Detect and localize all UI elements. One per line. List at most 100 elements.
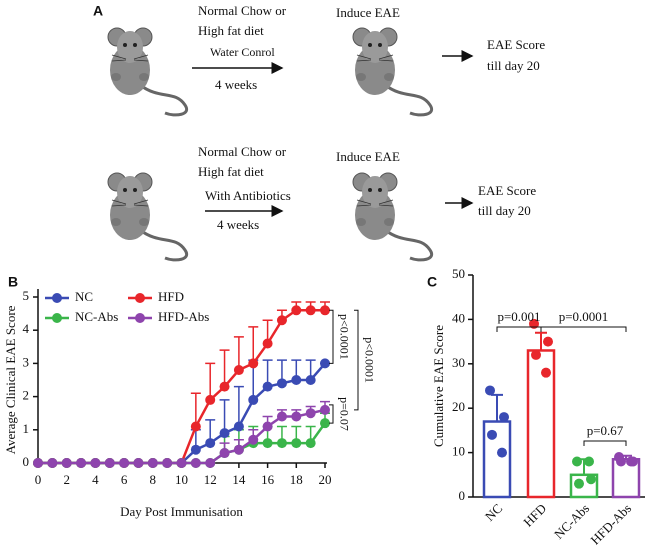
- data-point: [626, 456, 636, 467]
- data-point: [320, 418, 330, 429]
- treatment-text: Water Conrol: [210, 45, 275, 59]
- induce-text: Induce EAE: [336, 5, 400, 20]
- data-point: [162, 458, 173, 468]
- annotation: p<0.0001: [362, 337, 376, 383]
- diet-text: High fat diet: [198, 164, 264, 179]
- data-point: [531, 349, 541, 360]
- annotation: p=0.67: [587, 423, 624, 438]
- y-tick-label: 5: [23, 288, 30, 303]
- data-point: [76, 458, 87, 468]
- data-point: [276, 411, 287, 422]
- data-point: [219, 448, 230, 459]
- y-tick-label: 10: [452, 444, 465, 459]
- legend-label: NC: [75, 289, 93, 304]
- legend-label: HFD: [158, 289, 184, 304]
- x-tick-label: 16: [261, 472, 275, 487]
- error-bar: [233, 336, 244, 371]
- y-axis-label: Average Clinical EAE Score: [3, 305, 18, 454]
- data-point: [262, 381, 273, 392]
- data-point: [499, 412, 509, 423]
- data-point: [176, 458, 187, 468]
- data-point: [291, 411, 302, 422]
- x-tick-label: 10: [175, 472, 188, 487]
- panel-label: B: [8, 274, 18, 290]
- y-tick-label: 2: [23, 388, 30, 403]
- outcome-text: EAE Score: [487, 37, 545, 52]
- x-tick-label: 6: [121, 472, 128, 487]
- data-point: [190, 458, 201, 468]
- diet-text: Normal Chow or: [198, 3, 287, 18]
- error-bar: [535, 331, 547, 351]
- annotation: p=0.001: [497, 309, 540, 324]
- error-bar: [219, 399, 230, 434]
- x-tick-label: 14: [232, 472, 246, 487]
- legend-marker: [135, 313, 145, 323]
- data-point: [233, 444, 244, 455]
- data-point: [487, 429, 497, 440]
- data-point: [291, 375, 302, 385]
- data-point: [586, 474, 596, 485]
- x-tick-label: 18: [290, 472, 303, 487]
- y-tick-label: 50: [452, 266, 465, 281]
- data-point: [248, 434, 259, 445]
- data-point: [248, 394, 259, 405]
- data-point: [205, 394, 216, 405]
- data-point: [320, 305, 330, 316]
- data-point: [119, 458, 130, 468]
- legend-marker: [52, 313, 62, 323]
- data-point: [320, 358, 330, 369]
- data-point: [574, 478, 584, 489]
- y-tick-label: 20: [452, 399, 465, 414]
- data-point: [320, 404, 330, 415]
- error-bar: [233, 385, 244, 427]
- data-point: [61, 458, 72, 468]
- annotation: p<0.0001: [337, 314, 351, 360]
- error-bar: [491, 393, 503, 422]
- outcome-text: till day 20: [478, 203, 531, 218]
- x-axis-label: Day Post Immunisation: [120, 504, 243, 519]
- data-point: [291, 305, 302, 316]
- y-tick-label: 0: [459, 488, 466, 503]
- data-point: [190, 444, 201, 455]
- data-point: [543, 336, 553, 347]
- data-point: [305, 305, 316, 316]
- bracket: [329, 404, 334, 424]
- annotation: p=0.0001: [559, 309, 609, 324]
- data-point: [90, 458, 101, 468]
- error-bar: [219, 349, 230, 387]
- data-point: [233, 421, 244, 432]
- y-axis-label: Cumulative EAE Score: [431, 325, 446, 447]
- induce-text: Induce EAE: [336, 149, 400, 164]
- data-point: [529, 318, 539, 329]
- data-point: [262, 338, 273, 349]
- data-point: [291, 438, 302, 449]
- data-point: [104, 458, 115, 468]
- data-point: [485, 385, 495, 396]
- x-tick-label: NC: [482, 501, 505, 524]
- data-point: [497, 447, 507, 458]
- y-tick-label: 1: [23, 421, 30, 436]
- data-point: [305, 408, 316, 419]
- duration-text: 4 weeks: [215, 77, 257, 92]
- legend-label: HFD-Abs: [158, 309, 209, 324]
- data-point: [190, 421, 201, 432]
- mouse-icon: [106, 26, 189, 117]
- data-point: [305, 438, 316, 449]
- panel-label: C: [427, 274, 437, 290]
- data-point: [133, 458, 144, 468]
- x-tick-label: NC-Abs: [551, 501, 592, 542]
- y-tick-label: 0: [23, 454, 30, 469]
- x-tick-label: 0: [35, 472, 42, 487]
- duration-text: 4 weeks: [217, 217, 259, 232]
- data-point: [33, 458, 43, 468]
- x-tick-label: 20: [319, 472, 332, 487]
- error-bar: [190, 392, 201, 427]
- mouse-icon: [106, 171, 189, 262]
- data-point: [541, 367, 551, 378]
- bracket: [354, 309, 359, 411]
- error-bar: [205, 362, 216, 400]
- data-point: [616, 456, 626, 467]
- data-point: [147, 458, 158, 468]
- error-bar: [248, 326, 259, 364]
- x-tick-label: HFD: [520, 501, 549, 530]
